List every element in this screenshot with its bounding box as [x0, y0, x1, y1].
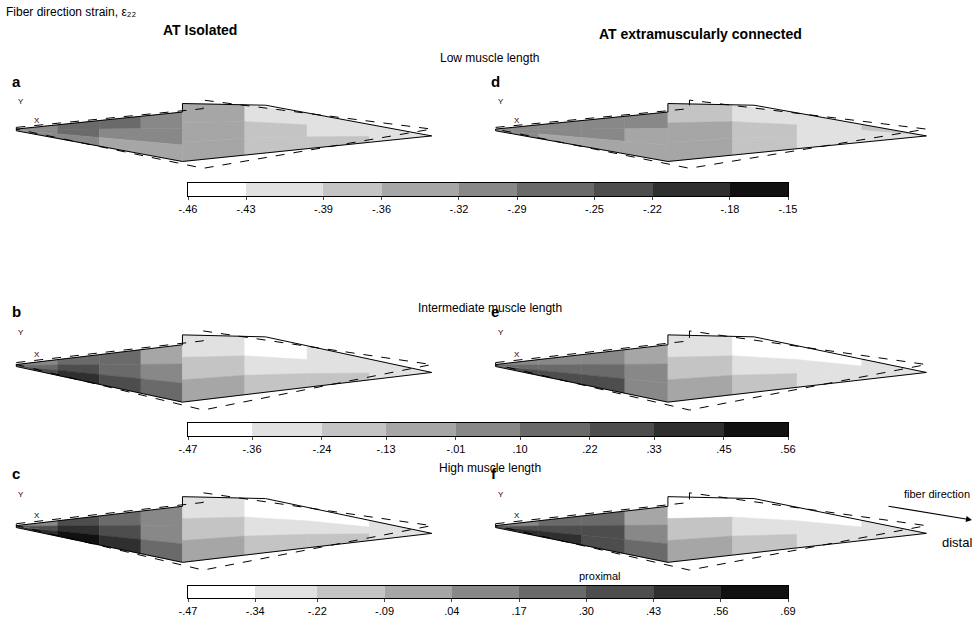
svg-text:.17: .17 — [511, 605, 526, 617]
svg-text:Y: Y — [18, 97, 24, 106]
svg-text:-.39: -.39 — [314, 203, 333, 215]
svg-text:-.22: -.22 — [308, 605, 327, 617]
svg-text:Y: Y — [18, 328, 24, 337]
svg-text:distal: distal — [942, 535, 972, 550]
svg-text:-.47: -.47 — [179, 605, 198, 617]
svg-text:Y: Y — [498, 328, 504, 337]
svg-text:AT Isolated: AT Isolated — [163, 22, 237, 38]
svg-text:-.15: -.15 — [779, 203, 798, 215]
svg-text:.69: .69 — [780, 605, 795, 617]
svg-text:-.09: -.09 — [375, 605, 394, 617]
svg-text:-.24: -.24 — [312, 443, 331, 455]
svg-text:-.36: -.36 — [243, 443, 262, 455]
svg-text:-.43: -.43 — [237, 203, 256, 215]
svg-text:X: X — [514, 116, 520, 125]
svg-text:b: b — [12, 303, 21, 320]
svg-text:Low muscle length: Low muscle length — [440, 51, 539, 65]
svg-text:.56: .56 — [780, 443, 795, 455]
svg-text:.10: .10 — [512, 443, 527, 455]
svg-text:-.29: -.29 — [508, 203, 527, 215]
svg-text:Y: Y — [498, 97, 504, 106]
svg-text:e: e — [491, 303, 499, 320]
svg-text:-.18: -.18 — [720, 203, 739, 215]
svg-text:Fiber direction strain, ε₂₂: Fiber direction strain, ε₂₂ — [6, 5, 136, 19]
svg-text:Intermediate muscle length: Intermediate muscle length — [418, 301, 562, 315]
svg-text:X: X — [34, 511, 40, 520]
svg-text:-.46: -.46 — [179, 203, 198, 215]
svg-text:.22: .22 — [582, 443, 597, 455]
svg-text:-.32: -.32 — [449, 203, 468, 215]
svg-text:.56: .56 — [713, 605, 728, 617]
svg-text:.04: .04 — [444, 605, 459, 617]
svg-text:-.25: -.25 — [585, 203, 604, 215]
svg-text:X: X — [34, 350, 40, 359]
svg-text:-.01: -.01 — [446, 443, 465, 455]
svg-text:d: d — [491, 73, 500, 90]
svg-text:f: f — [491, 465, 497, 482]
svg-text:X: X — [514, 511, 520, 520]
svg-text:High muscle length: High muscle length — [439, 461, 541, 475]
svg-text:-.36: -.36 — [372, 203, 391, 215]
svg-text:-.13: -.13 — [377, 443, 396, 455]
svg-text:c: c — [12, 465, 20, 482]
svg-text:Y: Y — [18, 490, 24, 499]
svg-text:-.34: -.34 — [246, 605, 265, 617]
svg-text:AT extramuscularly connected: AT extramuscularly connected — [599, 26, 802, 42]
svg-text:-.22: -.22 — [643, 203, 662, 215]
svg-text:.33: .33 — [646, 443, 661, 455]
svg-text:proximal: proximal — [579, 570, 621, 582]
svg-text:.45: .45 — [716, 443, 731, 455]
svg-text:a: a — [12, 73, 21, 90]
svg-text:-.47: -.47 — [179, 443, 198, 455]
svg-text:X: X — [514, 350, 520, 359]
svg-text:.43: .43 — [646, 605, 661, 617]
svg-text:.30: .30 — [579, 605, 594, 617]
svg-text:Y: Y — [498, 490, 504, 499]
svg-text:X: X — [34, 116, 40, 125]
svg-text:fiber direction: fiber direction — [904, 488, 970, 500]
